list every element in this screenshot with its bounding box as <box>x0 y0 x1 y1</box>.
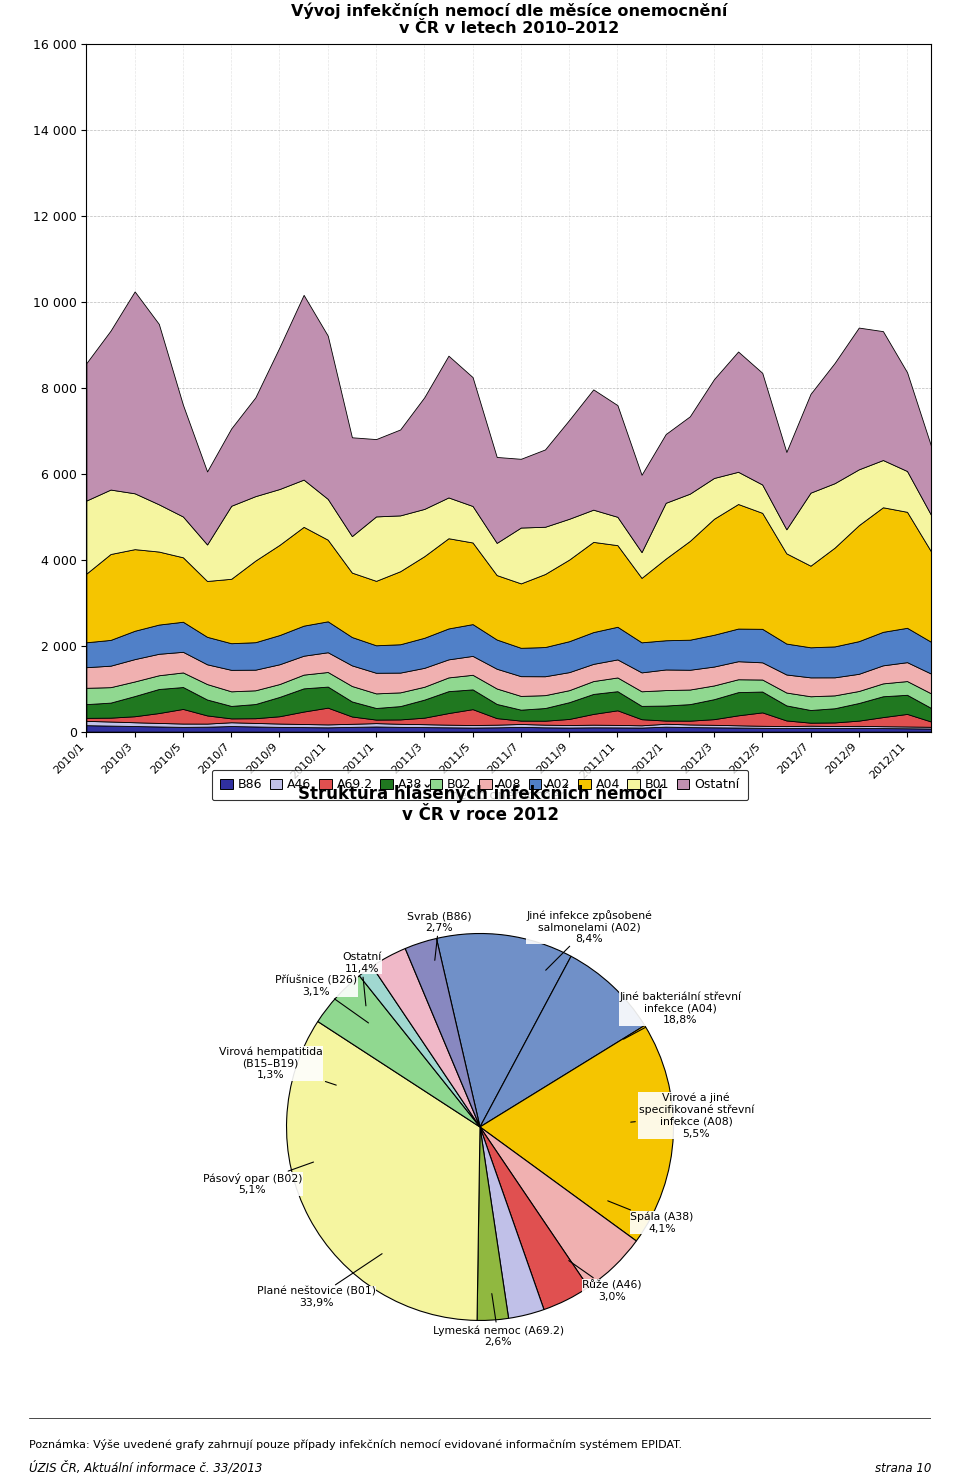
Legend: B86, A46, A69.2, A38, B02, A08, A02, A04, B01, Ostatní: B86, A46, A69.2, A38, B02, A08, A02, A04… <box>211 770 749 800</box>
Text: Svrab (B86)
2,7%: Svrab (B86) 2,7% <box>407 912 471 961</box>
Text: Plané neštovice (B01)
33,9%: Plané neštovice (B01) 33,9% <box>256 1253 382 1308</box>
Text: Pásový opar (B02)
5,1%: Pásový opar (B02) 5,1% <box>203 1162 314 1196</box>
Text: Jiné bakteriální střevní
infekce (A04)
18,8%: Jiné bakteriální střevní infekce (A04) 1… <box>619 992 741 1039</box>
Text: Příušnice (B26)
3,1%: Příušnice (B26) 3,1% <box>276 975 369 1023</box>
Wedge shape <box>405 939 480 1126</box>
Wedge shape <box>437 934 571 1126</box>
Wedge shape <box>480 1126 588 1310</box>
Wedge shape <box>480 1126 636 1287</box>
Title: Struktura hlášených infekčních nemocí
v ČR v roce 2012: Struktura hlášených infekčních nemocí v … <box>298 785 662 825</box>
Text: Poznámka: Výše uvedené grafy zahrnují pouze případy infekčních nemocí evidované : Poznámka: Výše uvedené grafy zahrnují po… <box>29 1440 682 1450</box>
Wedge shape <box>372 949 480 1126</box>
Wedge shape <box>480 1126 544 1318</box>
X-axis label: měsíc onemocnění: měsíc onemocnění <box>446 789 571 803</box>
Text: strana 10: strana 10 <box>875 1462 931 1475</box>
Text: Jiné infekce způsobené
salmonelami (A02)
8,4%: Jiné infekce způsobené salmonelami (A02)… <box>526 909 652 970</box>
Text: Virové a jiné
specifikované střevní
infekce (A08)
5,5%: Virové a jiné specifikované střevní infe… <box>631 1092 754 1138</box>
Wedge shape <box>286 1021 480 1320</box>
Wedge shape <box>318 975 480 1126</box>
Wedge shape <box>477 1126 509 1320</box>
Text: ÚZIS ČR, Aktuální informace č. 33/2013: ÚZIS ČR, Aktuální informace č. 33/2013 <box>29 1462 262 1475</box>
Title: Vývoj infekčních nemocí dle měsíce onemocnění
v ČR v letech 2010–2012: Vývoj infekčních nemocí dle měsíce onemo… <box>291 3 727 37</box>
Wedge shape <box>480 1026 674 1242</box>
Wedge shape <box>359 967 480 1126</box>
Text: Ostatní
11,4%: Ostatní 11,4% <box>342 952 381 1007</box>
Text: Virová hempatitida
(B15–B19)
1,3%: Virová hempatitida (B15–B19) 1,3% <box>219 1046 336 1085</box>
Text: Růže (A46)
3,0%: Růže (A46) 3,0% <box>568 1261 642 1302</box>
Wedge shape <box>480 956 645 1126</box>
Text: Lymeská nemoc (A69.2)
2,6%: Lymeská nemoc (A69.2) 2,6% <box>433 1293 564 1348</box>
Text: Spála (A38)
4,1%: Spála (A38) 4,1% <box>608 1200 694 1234</box>
